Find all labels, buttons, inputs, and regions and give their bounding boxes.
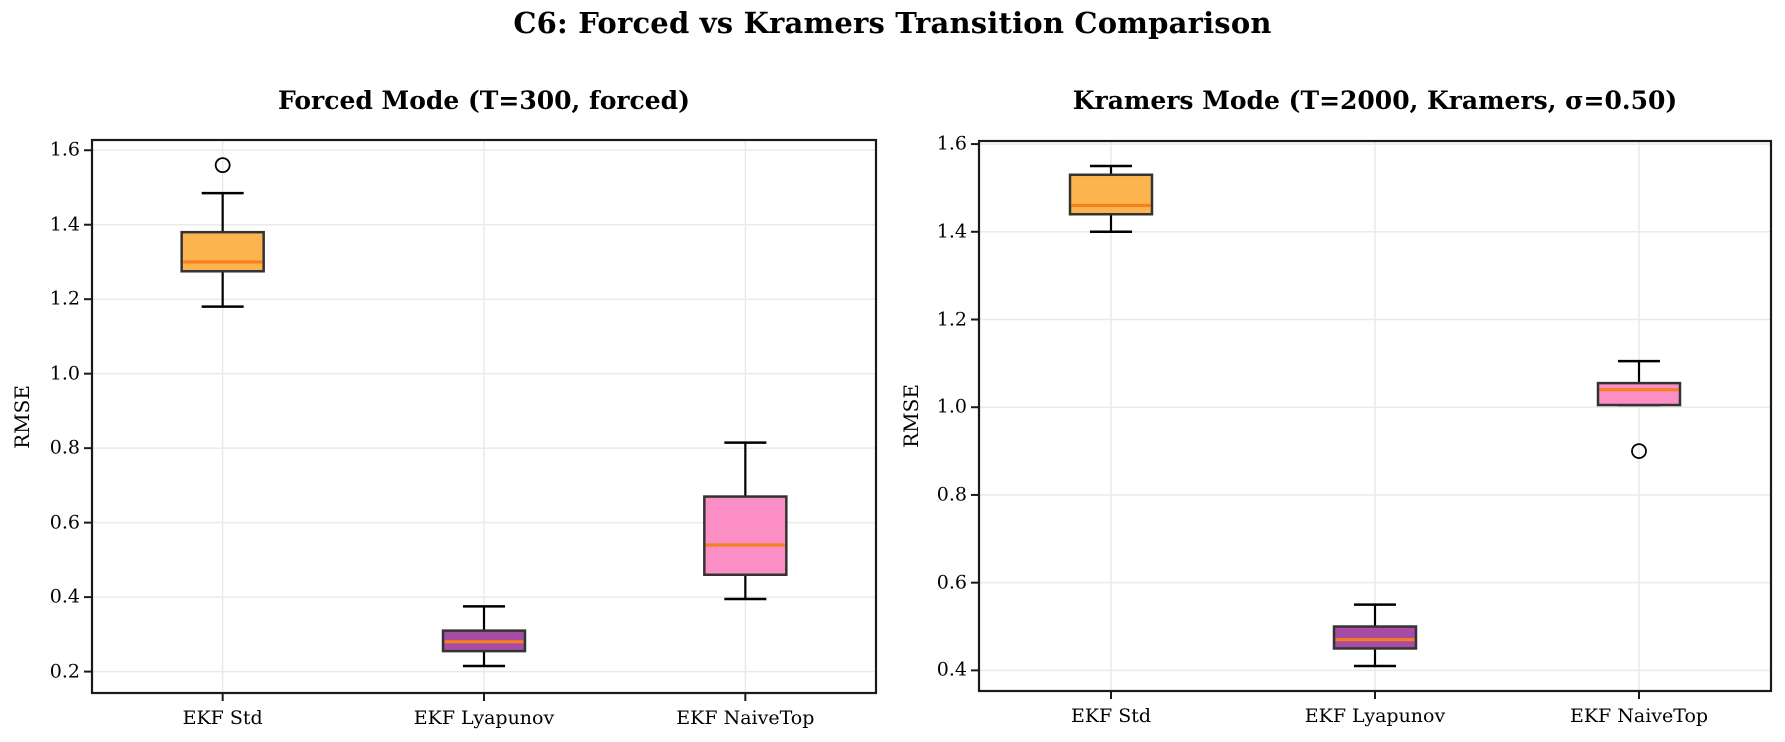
box-ekf-naivetop (703, 441, 788, 601)
subplot-0 (84, 138, 878, 701)
ytick-label: 0.8 (936, 483, 967, 506)
axes-frame (977, 139, 1773, 693)
ytick-label: 1.6 (49, 138, 80, 161)
y-axis-label: RMSE (10, 384, 34, 449)
subplot-title-1: Kramers Mode (T=2000, Kramers, σ=0.50) (1072, 86, 1678, 115)
xtick-label: EKF Std (1070, 705, 1152, 727)
box-ekf-std (1068, 164, 1154, 234)
xtick-label: EKF Std (182, 707, 263, 729)
ytick-label: 1.0 (49, 362, 80, 385)
ytick-label: 0.8 (49, 436, 80, 459)
iqr-box (1068, 173, 1154, 216)
ytick-label: 0.2 (49, 660, 80, 683)
ytick-label: 1.2 (936, 308, 967, 330)
figure-title: C6: Forced vs Kramers Transition Compari… (513, 6, 1272, 40)
ytick-label: 1.6 (936, 132, 967, 155)
subplot-1 (971, 139, 1773, 699)
subplot-title-0: Forced Mode (T=300, forced) (278, 86, 690, 115)
ytick-label: 1.4 (936, 220, 967, 243)
box-ekf-std (180, 157, 265, 308)
ytick-label: 0.6 (49, 511, 80, 534)
ytick-label: 0.4 (936, 658, 967, 681)
ytick-label: 1.4 (49, 213, 80, 236)
iqr-box (1332, 625, 1418, 650)
iqr-box (1596, 381, 1682, 407)
xtick-label: EKF Lyapunov (1304, 705, 1446, 727)
outlier-point (214, 157, 231, 174)
ytick-label: 1.0 (936, 395, 967, 418)
box-ekf-lyapunov (1332, 603, 1418, 668)
ytick-label: 0.6 (936, 571, 967, 594)
iqr-box (703, 495, 788, 577)
box-ekf-lyapunov (441, 605, 527, 668)
axes-frame (90, 138, 878, 695)
y-axis-label: RMSE (899, 384, 923, 448)
outlier-point (1631, 443, 1647, 459)
ytick-label: 1.2 (49, 287, 80, 310)
iqr-box (180, 230, 265, 273)
ytick-label: 0.4 (49, 585, 80, 608)
xtick-label: EKF NaiveTop (676, 707, 815, 729)
xtick-label: EKF Lyapunov (413, 707, 555, 729)
box-ekf-naivetop (1596, 359, 1682, 459)
xtick-label: EKF NaiveTop (1569, 705, 1709, 727)
